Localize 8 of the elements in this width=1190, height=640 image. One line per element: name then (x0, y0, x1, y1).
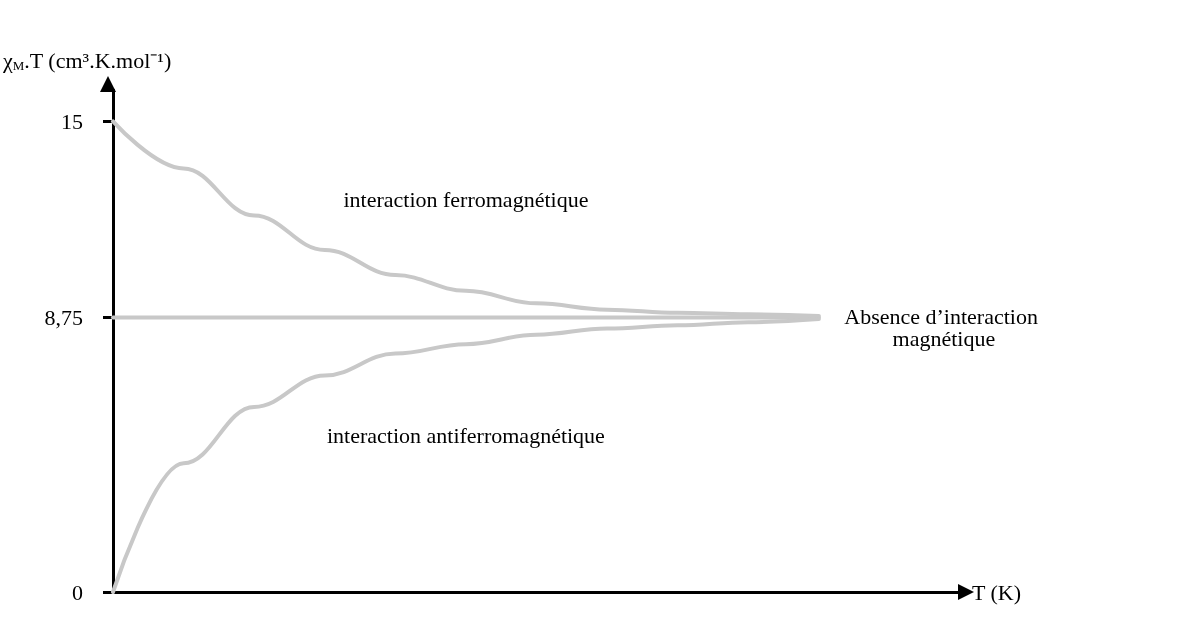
y-axis-title: χM.T (cm³.K.mol⁻¹) (2, 48, 172, 73)
x-axis-title: T (K) (972, 579, 1022, 605)
y-tick-label: 15 (61, 108, 83, 134)
series-label: Absence d’interaction magnétique (844, 303, 1044, 351)
y-tick-label: 8,75 (44, 304, 83, 330)
text: interaction antiferromagnétique (326, 422, 605, 448)
series-label: interaction ferromagnétique (343, 187, 589, 213)
y-tick-label: 0 (72, 579, 83, 605)
